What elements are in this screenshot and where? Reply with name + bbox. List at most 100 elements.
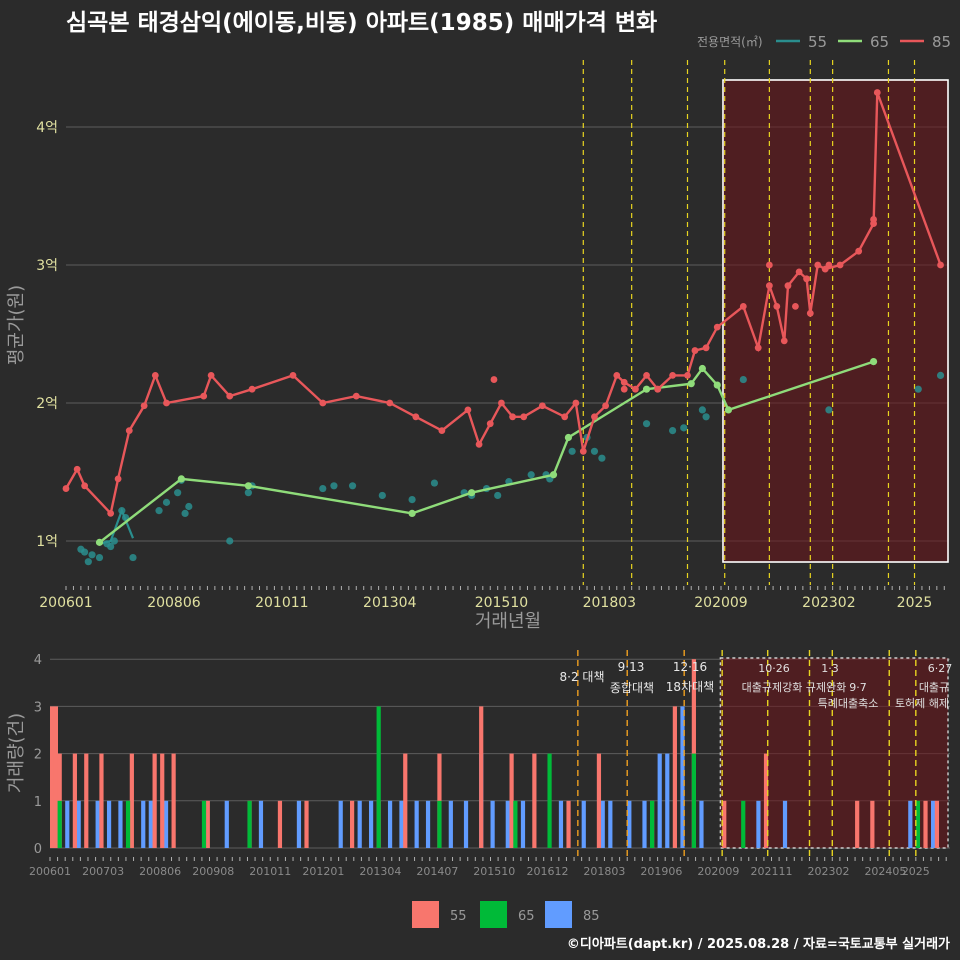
point-85 (319, 399, 327, 407)
point-55 (825, 406, 833, 414)
bar-85 (490, 800, 495, 848)
y-tick-label: 4억 (36, 120, 58, 136)
point-85 (114, 475, 122, 483)
chart-title: 심곡본 태경삼익(에이동,비동) 아파트(1985) 매매가격 변화 (66, 10, 657, 36)
point-55 (185, 502, 193, 511)
bar-65 (741, 800, 746, 848)
point-85 (836, 261, 844, 269)
bar-55 (532, 753, 537, 848)
x-tick-label: 201201 (302, 865, 344, 878)
x-tick-label: 202405 (864, 865, 906, 878)
point-85 (855, 247, 863, 255)
bar-85 (463, 800, 469, 848)
policy-annotation: 6·27 (928, 662, 953, 675)
point-85 (631, 385, 639, 393)
point-85 (795, 268, 803, 276)
point-55 (155, 507, 163, 515)
point-85 (591, 413, 598, 421)
x-tick-label: 200908 (192, 865, 234, 878)
bar-55 (870, 800, 875, 848)
policy-annotation: 9·7 (849, 681, 867, 694)
point-55 (568, 447, 576, 455)
point-85 (125, 427, 133, 434)
bar-55 (403, 753, 408, 848)
point-65 (687, 380, 695, 388)
point-65 (869, 358, 878, 366)
point-85 (475, 441, 483, 448)
legend-label-85: 85 (583, 909, 600, 924)
bar-65 (125, 800, 131, 848)
bar-55 (205, 800, 210, 848)
bar-85 (558, 800, 564, 848)
x-tick-label: 201407 (416, 865, 458, 878)
bar-85 (680, 706, 685, 848)
point-55 (88, 551, 96, 559)
x-tick-label: 200601 (29, 865, 71, 878)
point-55 (95, 553, 104, 562)
x-tick-label: 201906 (640, 865, 682, 878)
legend-label-55: 55 (450, 909, 467, 924)
bar-85 (657, 753, 662, 848)
bar-85 (608, 800, 613, 848)
bar-85 (627, 800, 632, 848)
point-85 (107, 510, 115, 517)
bar-85 (141, 800, 146, 848)
legend-swatch-65 (480, 901, 507, 928)
x-tick-label: 200806 (147, 595, 201, 611)
x-tick-label: 201304 (363, 595, 417, 611)
bar-65 (547, 753, 552, 848)
y-tick-label: 1억 (36, 534, 58, 550)
point-55 (642, 420, 651, 428)
point-55 (702, 413, 710, 421)
point-85 (870, 216, 877, 223)
point-55 (494, 491, 502, 500)
bar-55 (304, 800, 309, 848)
point-85 (490, 376, 498, 383)
bar-55 (509, 753, 514, 848)
policy-annotation: 종합대책 (610, 680, 654, 695)
point-85 (386, 399, 394, 407)
bar-85 (425, 800, 431, 848)
point-85 (643, 372, 650, 379)
point-65 (724, 406, 733, 414)
point-85 (289, 372, 297, 379)
point-85 (806, 309, 814, 317)
point-55 (129, 553, 137, 562)
point-55 (330, 482, 338, 490)
bar-65 (247, 800, 252, 848)
point-55 (84, 558, 92, 566)
point-55 (107, 542, 115, 551)
bar-65 (57, 800, 62, 848)
bar-55 (566, 800, 571, 848)
bar-85 (782, 800, 788, 848)
bar-65 (437, 800, 442, 848)
legend-swatch-85 (545, 901, 572, 928)
bar-85 (387, 800, 393, 848)
bar-85 (756, 800, 761, 848)
policy-annotation: 12·16 (673, 660, 707, 674)
x-tick-label: 2025 (902, 865, 930, 878)
bar-85 (368, 800, 374, 848)
y-tick-label: 3 (34, 700, 42, 715)
point-55 (408, 496, 416, 504)
point-85 (803, 275, 810, 283)
point-55 (181, 509, 189, 517)
point-85 (509, 413, 516, 421)
point-85 (792, 303, 799, 310)
x-tick-label: 202111 (751, 865, 793, 878)
point-85 (151, 372, 159, 379)
point-85 (780, 337, 788, 345)
bar-85 (106, 800, 112, 848)
x-tick-label: 201011 (255, 595, 308, 611)
point-85 (464, 406, 472, 414)
bar-85 (581, 800, 586, 848)
point-85 (73, 465, 81, 473)
point-85 (579, 447, 587, 455)
bar-65 (650, 800, 655, 848)
point-55 (319, 484, 327, 493)
bar-55 (350, 800, 355, 848)
bar-85 (665, 753, 670, 848)
point-85 (602, 402, 610, 410)
point-65 (95, 538, 104, 546)
